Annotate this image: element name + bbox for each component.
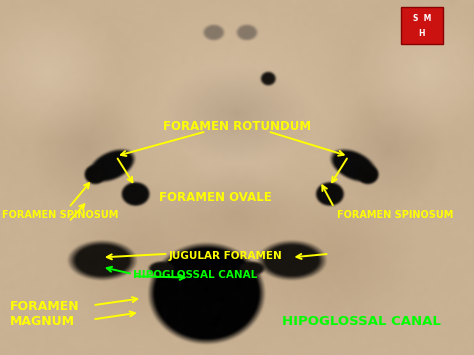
Text: JUGULAR FORAMEN: JUGULAR FORAMEN — [168, 251, 282, 261]
Text: HIPOGLOSSAL CANAL: HIPOGLOSSAL CANAL — [282, 315, 441, 328]
FancyBboxPatch shape — [401, 7, 443, 44]
Text: FORAMEN SPINOSUM: FORAMEN SPINOSUM — [337, 210, 453, 220]
Text: HIPOGLOSSAL CANAL: HIPOGLOSSAL CANAL — [133, 270, 257, 280]
Text: S  M: S M — [413, 14, 431, 23]
Text: H: H — [419, 29, 425, 38]
Text: FORAMEN
MAGNUM: FORAMEN MAGNUM — [9, 300, 79, 328]
Text: FORAMEN SPINOSUM: FORAMEN SPINOSUM — [2, 210, 119, 220]
Text: FORAMEN ROTUNDUM: FORAMEN ROTUNDUM — [163, 120, 311, 132]
Text: FORAMEN OVALE: FORAMEN OVALE — [159, 191, 272, 203]
